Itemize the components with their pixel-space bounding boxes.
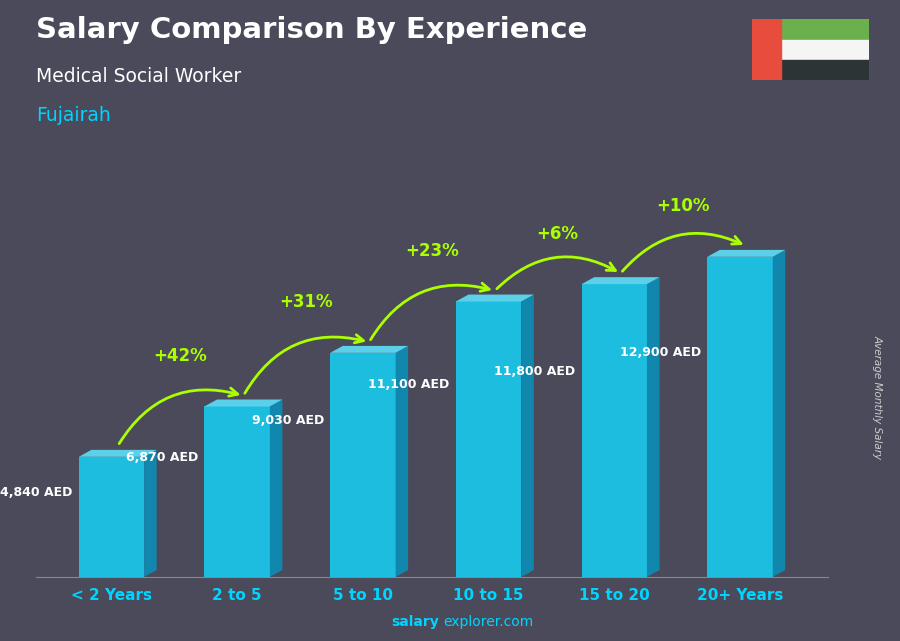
Text: 6,870 AED: 6,870 AED [126,451,198,464]
Polygon shape [707,250,786,257]
Polygon shape [581,277,660,284]
Bar [781,60,868,80]
Text: 11,100 AED: 11,100 AED [368,378,450,390]
Polygon shape [330,346,408,353]
Polygon shape [395,346,408,577]
Text: +31%: +31% [280,294,333,312]
Polygon shape [456,301,521,577]
Text: salary: salary [392,615,439,629]
Polygon shape [144,450,157,577]
Bar [781,40,868,60]
Polygon shape [521,295,534,577]
Text: Fujairah: Fujairah [36,106,111,125]
Text: Average Monthly Salary: Average Monthly Salary [872,335,883,460]
Text: Salary Comparison By Experience: Salary Comparison By Experience [36,16,587,44]
Polygon shape [78,457,144,577]
Polygon shape [647,277,660,577]
Polygon shape [456,295,534,301]
Polygon shape [204,406,270,577]
Bar [781,19,868,40]
Polygon shape [204,399,283,406]
Text: +42%: +42% [154,347,207,365]
Polygon shape [773,250,786,577]
Text: explorer.com: explorer.com [444,615,534,629]
Polygon shape [78,450,157,457]
Text: +23%: +23% [405,242,459,260]
Text: 12,900 AED: 12,900 AED [620,346,701,360]
Polygon shape [270,399,283,577]
Text: +6%: +6% [536,224,579,242]
Bar [752,19,781,80]
Text: Medical Social Worker: Medical Social Worker [36,67,241,87]
Polygon shape [707,257,773,577]
Polygon shape [330,353,395,577]
Text: 4,840 AED: 4,840 AED [0,487,73,499]
Text: 11,800 AED: 11,800 AED [494,365,575,378]
Text: 9,030 AED: 9,030 AED [252,413,324,426]
Polygon shape [581,284,647,577]
Text: +10%: +10% [657,197,710,215]
